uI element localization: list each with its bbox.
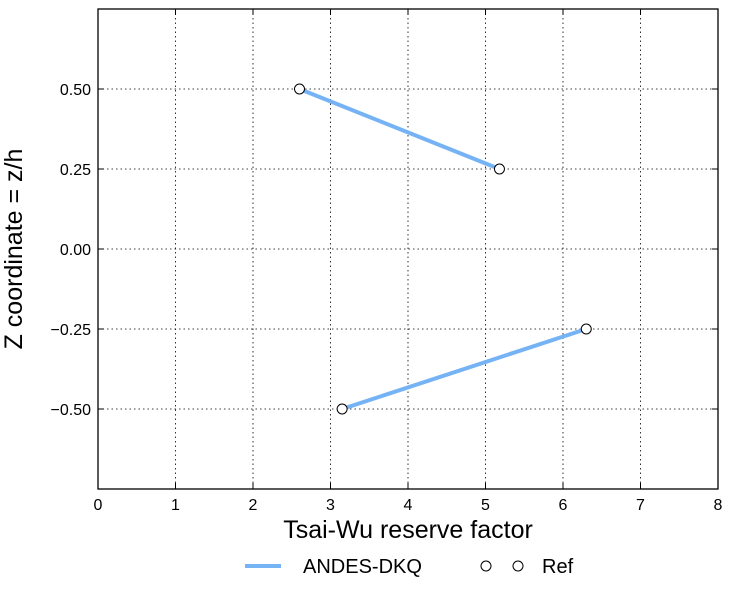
data-point-ref-4 — [580, 323, 592, 335]
legend-label-andes-dkq: ANDES-DKQ — [303, 556, 422, 578]
x-tick-label: 6 — [559, 497, 568, 514]
legend: ANDES-DKQ Ref — [245, 556, 574, 578]
ticks — [97, 9, 719, 489]
y-tick-label: −0.25 — [51, 322, 92, 339]
x-tick-label: 4 — [404, 497, 413, 514]
x-tick-label: 1 — [171, 497, 180, 514]
x-tick-label: 7 — [636, 497, 645, 514]
data-point-ref-2 — [493, 163, 505, 175]
data-point-ref-1 — [294, 83, 305, 95]
y-tick-label: 0.00 — [60, 242, 91, 259]
x-tick-label: 0 — [94, 497, 103, 514]
series-line-andes-dkq-segment-1 — [298, 87, 501, 171]
legend-marker-ref-2 — [512, 560, 524, 572]
series — [294, 83, 592, 415]
legend-label-ref: Ref — [542, 556, 574, 578]
y-tick-label: 0.50 — [60, 82, 91, 99]
x-axis-title: Tsai-Wu reserve factor — [283, 516, 533, 544]
x-tick-label: 5 — [481, 497, 490, 514]
y-axis-title: Z coordinate = z/h — [0, 149, 28, 350]
tick-labels: 0 1 2 3 4 5 6 7 8 0.50 0.25 0.00 −0.25 −0.50 — [51, 82, 723, 514]
series-line-andes-dkq-segment-2 — [341, 327, 587, 411]
data-point-ref-3 — [336, 403, 348, 415]
legend-marker-ref-1 — [480, 560, 492, 572]
x-tick-label: 8 — [714, 497, 723, 514]
y-tick-label: −0.50 — [51, 402, 92, 419]
grid — [97, 9, 719, 489]
x-tick-label: 2 — [249, 497, 258, 514]
y-tick-label: 0.25 — [60, 162, 91, 179]
x-tick-label: 3 — [326, 497, 335, 514]
